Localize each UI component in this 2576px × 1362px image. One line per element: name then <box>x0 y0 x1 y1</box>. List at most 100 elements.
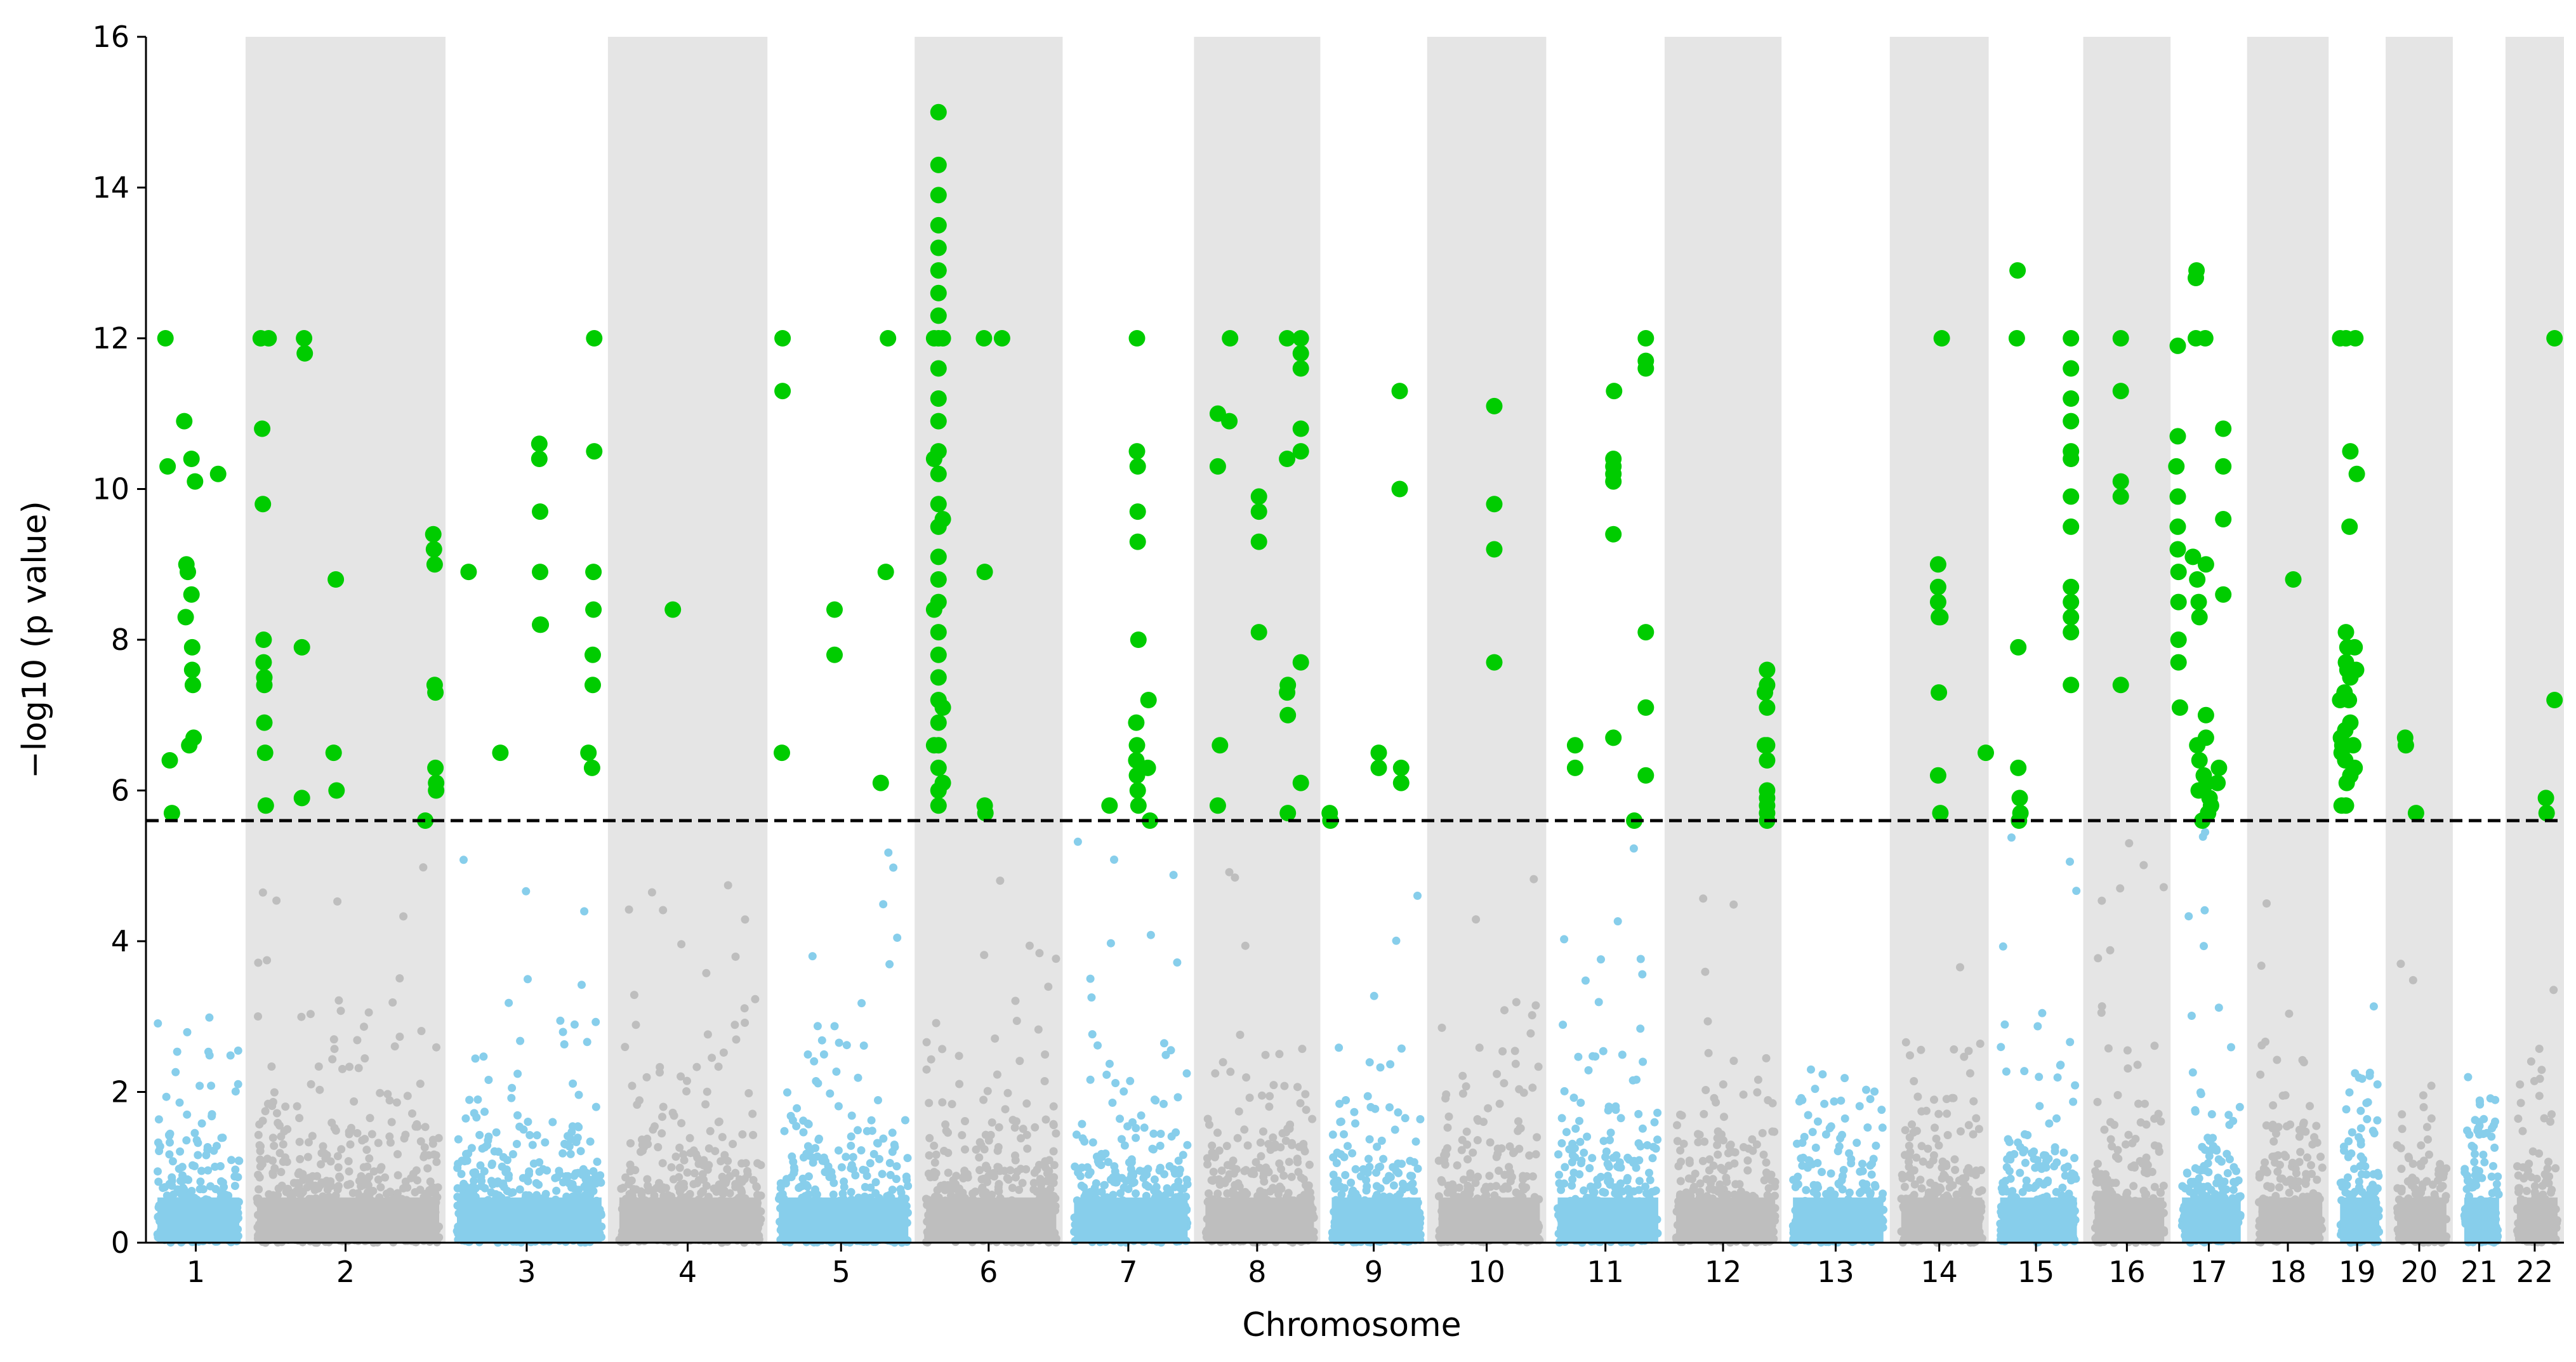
snp-point <box>1754 1075 1762 1084</box>
snp-point <box>570 1020 579 1029</box>
snp-point <box>1225 868 1234 876</box>
snp-point <box>1031 1123 1040 1132</box>
snp-point <box>984 1172 993 1180</box>
snp-point <box>1102 1070 1111 1079</box>
snp-point <box>1442 1150 1450 1159</box>
snp-point <box>362 1176 371 1185</box>
snp-point <box>1593 1180 1602 1189</box>
snp-point <box>393 1171 402 1180</box>
snp-point <box>280 1127 289 1135</box>
snp-point <box>1347 1179 1356 1187</box>
snp-point <box>1576 1159 1585 1168</box>
snp-point <box>1174 1156 1183 1165</box>
snp-point <box>1234 1107 1243 1116</box>
snp-point <box>1481 1186 1490 1194</box>
snp-point <box>854 1126 862 1135</box>
snp-point <box>479 1052 488 1061</box>
snp-point <box>560 1040 569 1048</box>
snp-point <box>1557 1114 1566 1123</box>
snp-point <box>499 1153 508 1161</box>
snp-point <box>1126 1076 1135 1085</box>
chromosome-4-points <box>615 881 765 1247</box>
snp-point <box>194 1151 202 1160</box>
snp-point <box>1375 1163 1384 1172</box>
snp-point <box>686 1149 695 1158</box>
snp-point <box>1161 1050 1170 1059</box>
snp-point <box>1015 1057 1024 1066</box>
snp-point <box>515 1185 524 1194</box>
snp-point <box>1015 1186 1024 1194</box>
snp-point <box>416 1137 425 1146</box>
snp-point <box>1209 1167 1218 1176</box>
snp-point <box>416 1080 425 1088</box>
snp-point <box>1085 1190 1093 1199</box>
snp-point <box>743 1167 752 1175</box>
snp-point <box>847 1161 856 1170</box>
snp-point <box>1363 1092 1372 1101</box>
snp-point <box>216 1162 225 1170</box>
snp-point <box>1012 1017 1021 1025</box>
snp-point <box>558 1028 567 1036</box>
snp-point <box>565 1132 573 1141</box>
snp-point <box>1140 1123 1149 1132</box>
snp-point <box>1444 1112 1453 1121</box>
snp-point <box>1729 900 1738 909</box>
snp-point <box>383 1090 392 1099</box>
snp-point <box>1052 955 1060 963</box>
snp-point <box>1040 1160 1049 1168</box>
snp-point <box>348 1189 357 1198</box>
snp-point <box>1698 1156 1707 1165</box>
snp-point <box>621 1043 630 1052</box>
snp-point <box>480 1107 489 1116</box>
snp-point <box>1293 1083 1302 1092</box>
snp-point <box>326 1177 335 1186</box>
snp-point <box>1720 1113 1728 1121</box>
snp-point <box>1717 1130 1726 1139</box>
snp-point <box>1443 1144 1451 1153</box>
snp-point <box>268 1168 277 1177</box>
snp-point <box>1557 1186 1566 1194</box>
snp-point <box>1163 1184 1172 1193</box>
snp-point <box>1701 1086 1710 1094</box>
snp-point <box>994 1180 1003 1189</box>
snp-point <box>395 1033 404 1041</box>
snp-point <box>1560 935 1569 944</box>
snp-point <box>420 1143 429 1152</box>
snp-point <box>1211 1069 1220 1078</box>
snp-point <box>1648 1154 1657 1163</box>
snp-point <box>706 1127 715 1135</box>
snp-point <box>1576 1099 1585 1107</box>
chromosome-9-points <box>1328 891 1425 1246</box>
snp-point <box>346 1140 355 1149</box>
snp-point <box>1146 930 1155 939</box>
snp-point <box>626 1160 635 1169</box>
snp-point <box>1087 993 1096 1002</box>
snp-point <box>1759 1150 1768 1159</box>
snp-point <box>993 1070 1001 1079</box>
snp-point <box>1130 1178 1139 1187</box>
snp-point <box>1416 1115 1425 1123</box>
snp-point <box>273 1109 281 1118</box>
snp-point <box>835 1038 843 1047</box>
snp-point <box>647 888 656 897</box>
snp-point <box>1299 1140 1308 1148</box>
snp-point <box>532 1191 541 1200</box>
snp-point <box>783 1088 791 1097</box>
snp-point <box>1011 996 1020 1005</box>
snp-point <box>390 1042 399 1051</box>
snp-point <box>154 1115 163 1124</box>
snp-point <box>574 1090 583 1099</box>
snp-point <box>344 1157 353 1166</box>
snp-point <box>1405 1182 1413 1191</box>
snp-point <box>1019 1125 1027 1134</box>
snp-point <box>1365 1163 1374 1172</box>
snp-point <box>1156 1141 1165 1150</box>
snp-point <box>1717 1190 1726 1199</box>
snp-point <box>810 1057 819 1066</box>
snp-point <box>337 1145 346 1154</box>
snp-point <box>1519 1172 1528 1180</box>
snp-point <box>360 1022 368 1031</box>
snp-point <box>175 1165 183 1174</box>
chromosome-band-4 <box>607 37 768 1243</box>
snp-point <box>842 1153 850 1161</box>
